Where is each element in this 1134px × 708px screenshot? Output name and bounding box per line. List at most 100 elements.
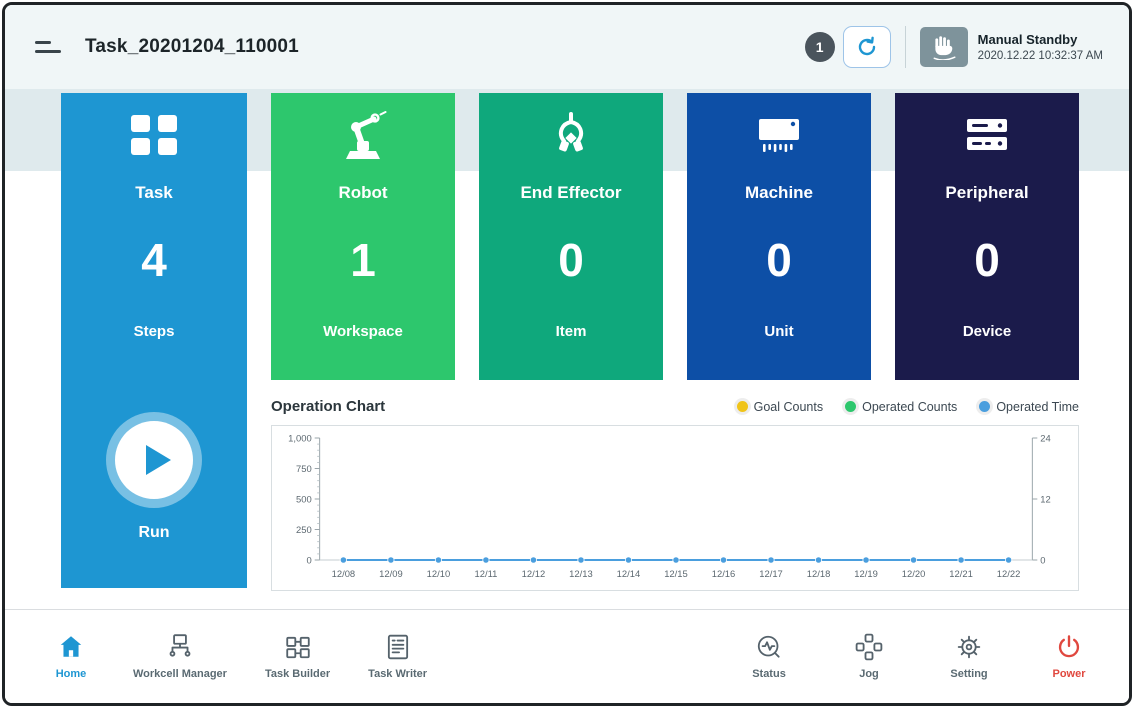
svg-text:12/18: 12/18 — [807, 569, 831, 580]
nav-item-home[interactable]: Home — [47, 633, 95, 680]
legend-label: Operated Counts — [862, 399, 958, 414]
status-icon — [757, 635, 780, 658]
operated-time-dot-icon — [979, 401, 991, 412]
header: Task_20201204_110001 1 — [5, 5, 1129, 89]
manual-hand-icon — [933, 36, 956, 60]
setting-gear-icon — [957, 635, 981, 659]
chart-header: Operation Chart Goal Counts Operated Cou… — [271, 398, 1079, 415]
card-label: End Effector — [520, 183, 622, 202]
svg-text:250: 250 — [296, 525, 312, 536]
card-machine[interactable]: Machine 0 Unit — [687, 93, 871, 380]
legend-label: Goal Counts — [753, 399, 824, 414]
notification-badge: 1 — [804, 32, 835, 62]
task-writer-icon — [387, 634, 408, 660]
jog-icon — [855, 633, 883, 661]
svg-text:12/15: 12/15 — [664, 569, 688, 580]
power-icon — [1058, 635, 1080, 658]
task-unit: Steps — [133, 323, 175, 340]
svg-text:12: 12 — [1040, 494, 1050, 505]
card-unit: Workspace — [323, 323, 403, 340]
stat-cards-row: Robot 1 Workspace — [271, 93, 1079, 380]
svg-text:1,000: 1,000 — [288, 433, 312, 444]
card-value: 0 — [766, 234, 792, 286]
card-peripheral[interactable]: Peripheral 0 Device — [895, 93, 1079, 380]
chart-legend: Goal Counts Operated Counts Operated Tim… — [736, 399, 1079, 414]
card-unit: Unit — [764, 323, 794, 340]
svg-text:12/12: 12/12 — [522, 569, 546, 580]
svg-text:0: 0 — [306, 555, 311, 566]
rotate-reset-button[interactable] — [842, 26, 891, 68]
nav-label: Task Builder — [264, 668, 331, 680]
svg-text:24: 24 — [1040, 433, 1050, 444]
svg-text:12/16: 12/16 — [712, 569, 736, 580]
card-end-effector[interactable]: End Effector 0 Item — [479, 93, 663, 380]
rotate-reset-icon — [858, 36, 875, 56]
svg-text:12/17: 12/17 — [759, 569, 783, 580]
card-label: Peripheral — [945, 183, 1029, 202]
operation-chart: 1,000 750 500 250 0 24 12 0 12/08 12/09 12/10 12/11… — [271, 425, 1079, 591]
chart-title: Operation Chart — [271, 398, 386, 415]
legend-operated-time: Operated Time — [979, 400, 1079, 414]
workcell-manager-icon — [169, 634, 191, 657]
nav-item-workcell-manager[interactable]: Workcell Manager — [133, 633, 227, 680]
svg-text:12/20: 12/20 — [902, 569, 926, 580]
main-content: Task 4 Steps Run — [61, 93, 1079, 591]
svg-text:0: 0 — [1040, 555, 1045, 566]
mode-label: Manual Standby — [977, 32, 1078, 47]
robot-arm-icon — [336, 109, 390, 161]
svg-text:12/14: 12/14 — [617, 569, 641, 580]
legend-operated-counts: Operated Counts — [845, 400, 957, 414]
card-unit: Item — [555, 323, 587, 340]
card-label: Machine — [744, 183, 814, 202]
gripper-icon — [548, 109, 594, 161]
nav-group-left: Home Workcell Manager — [47, 633, 427, 680]
nav-item-task-builder[interactable]: Task Builder — [265, 633, 330, 680]
run-button-inner — [115, 421, 193, 499]
svg-text:750: 750 — [296, 464, 312, 475]
timestamp: 2020.12.22 10:32:37 AM — [977, 50, 1103, 62]
svg-text:500: 500 — [296, 494, 312, 505]
page-title: Task_20201204_110001 — [85, 36, 299, 57]
legend-goal-counts: Goal Counts — [736, 399, 824, 414]
home-icon — [60, 636, 82, 657]
nav-label: Status — [752, 668, 786, 680]
right-column: Robot 1 Workspace — [271, 93, 1079, 591]
nav-item-jog[interactable]: Jog — [845, 633, 893, 680]
goal-counts-dot-icon — [736, 401, 748, 412]
run-button[interactable] — [106, 412, 202, 508]
card-robot[interactable]: Robot 1 Workspace — [271, 93, 455, 380]
nav-item-task-writer[interactable]: Task Writer — [368, 633, 427, 680]
card-label: Robot — [338, 183, 388, 202]
svg-text:12/13: 12/13 — [569, 569, 593, 580]
task-grid-icon — [128, 109, 180, 161]
menu-icon[interactable] — [35, 32, 69, 62]
card-value: 1 — [350, 234, 376, 286]
card-value: 0 — [974, 234, 1000, 286]
card-unit: Device — [962, 323, 1012, 340]
svg-text:12/10: 12/10 — [427, 569, 451, 580]
machine-icon — [753, 109, 805, 161]
task-value: 4 — [141, 234, 167, 286]
nav-label: Setting — [950, 668, 988, 680]
nav-item-power[interactable]: Power — [1045, 633, 1093, 680]
nav-label: Workcell Manager — [133, 668, 227, 680]
peripheral-icon — [961, 109, 1013, 161]
task-label: Task — [135, 183, 173, 202]
svg-text:12/21: 12/21 — [949, 569, 973, 580]
legend-label: Operated Time — [996, 399, 1079, 414]
task-builder-icon — [285, 636, 310, 659]
card-value: 0 — [558, 234, 584, 286]
task-panel[interactable]: Task 4 Steps Run — [61, 93, 247, 588]
svg-text:12/11: 12/11 — [474, 569, 497, 580]
manual-mode-button[interactable] — [919, 27, 968, 67]
nav-item-status[interactable]: Status — [745, 633, 793, 680]
header-right: 1 — [804, 26, 1103, 68]
mode-status: Manual Standby 2020.12.22 10:32:37 AM — [978, 32, 1103, 62]
header-divider — [904, 26, 906, 68]
nav-label: Jog — [859, 668, 879, 680]
play-icon — [145, 445, 171, 475]
svg-text:12/19: 12/19 — [854, 569, 878, 580]
operation-chart-plot: 1,000 750 500 250 0 24 12 0 12/08 12/09 12/10 12/11… — [288, 433, 1051, 580]
nav-item-setting[interactable]: Setting — [945, 633, 993, 680]
